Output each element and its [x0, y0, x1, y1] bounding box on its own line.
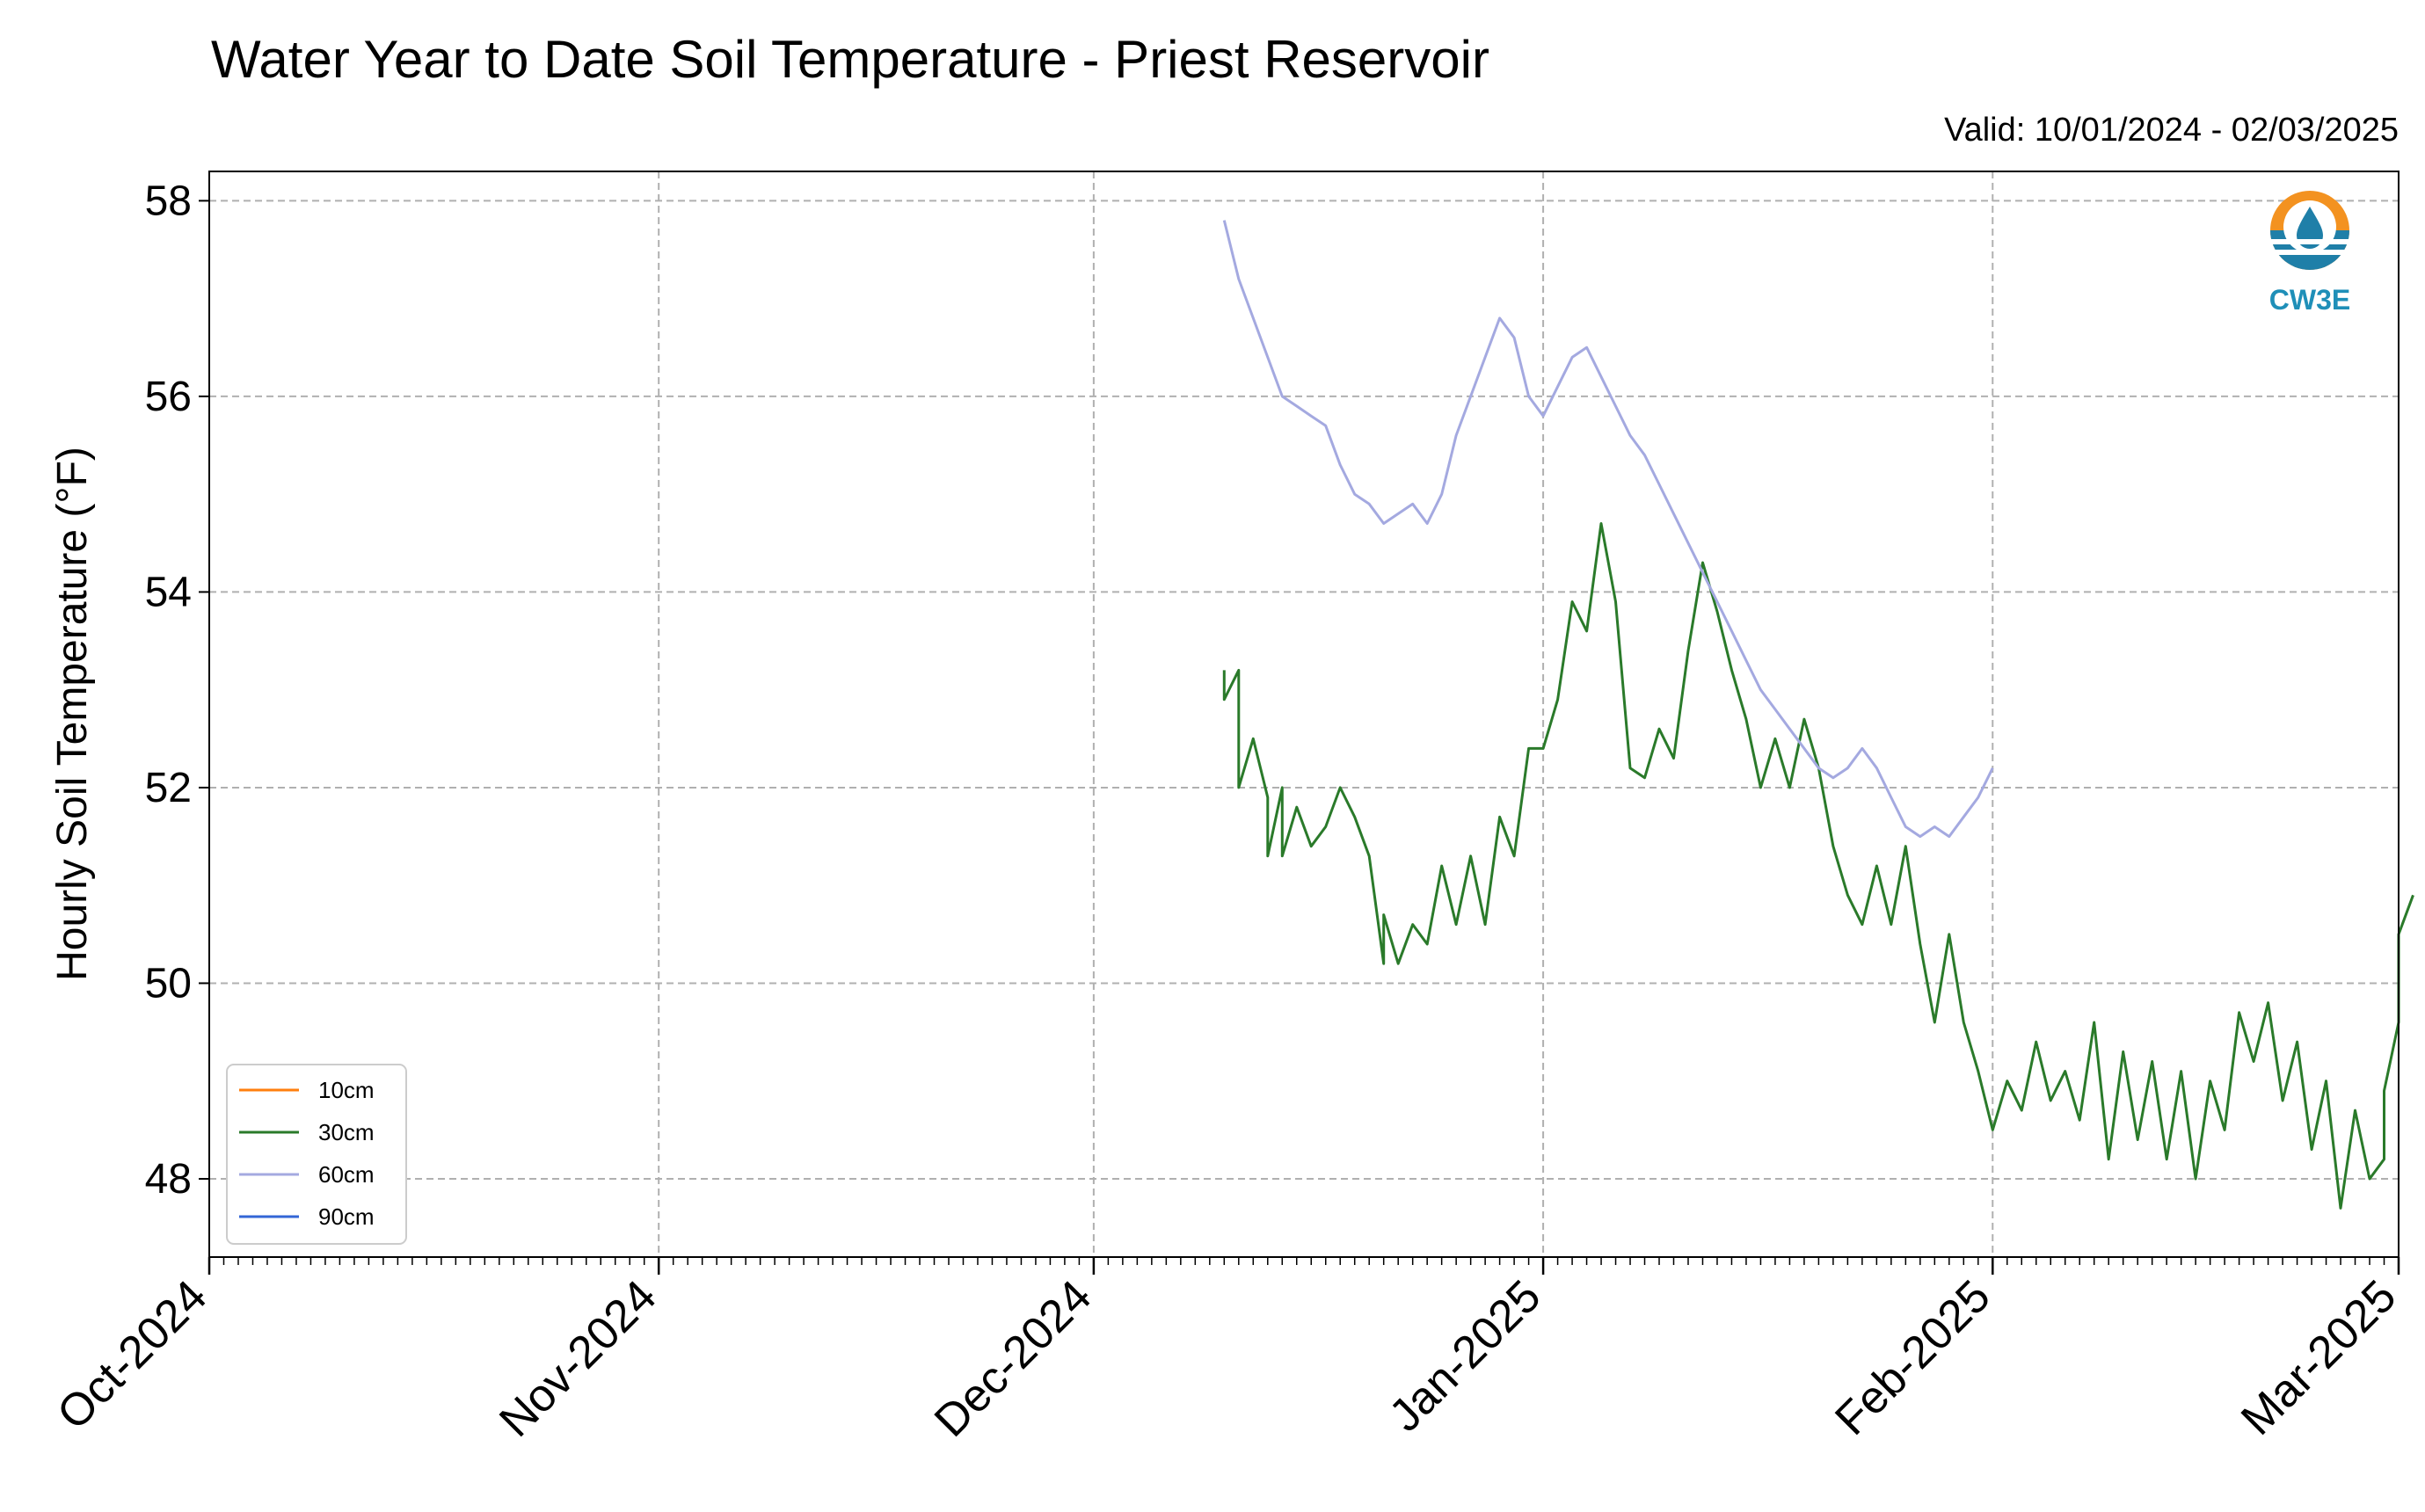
logo-text: CW3E [2269, 284, 2350, 316]
series-line-60cm [1222, 220, 1994, 839]
x-tick-label: Nov-2024 [490, 1270, 666, 1446]
x-tick-label: Mar-2025 [2232, 1270, 2406, 1444]
y-tick-label: 56 [145, 374, 192, 420]
x-tick-label: Feb-2025 [1825, 1270, 1999, 1444]
x-axis: Oct-2024 Nov-2024 Dec-2024 Jan-2025 Feb-2025… [47, 1257, 2406, 1447]
legend-label-10cm: 10cm [318, 1077, 375, 1103]
water-drop-icon [2297, 207, 2323, 249]
legend-box [226, 1064, 407, 1245]
legend: 10cm 30cm 60cm 90cm [226, 1064, 407, 1245]
cw3e-logo: CW3E [2269, 191, 2350, 316]
legend-label-90cm: 90cm [318, 1203, 375, 1230]
chart-subtitle: Valid: 10/01/2024 - 02/03/2025 [1944, 112, 2399, 149]
grid-lines [208, 171, 2400, 1257]
y-tick-label: 54 [145, 569, 192, 615]
y-tick-label: 58 [145, 178, 192, 224]
y-tick-label: 52 [145, 765, 192, 811]
x-tick-label: Dec-2024 [925, 1270, 1101, 1446]
y-axis: 48 50 52 54 56 58 [145, 178, 209, 1203]
series-layer [1222, 220, 2414, 1210]
chart-title: Water Year to Date Soil Temperature - Pr… [211, 30, 1489, 89]
y-tick-label: 50 [145, 960, 192, 1007]
x-tick-label: Jan-2025 [1380, 1270, 1550, 1441]
series-line-30cm [1222, 522, 2414, 1210]
plot-frame [208, 171, 2400, 1258]
legend-label-30cm: 30cm [318, 1119, 375, 1145]
y-axis-label: Hourly Soil Temperature (°F) [49, 447, 96, 981]
y-tick-label: 48 [145, 1156, 192, 1203]
legend-label-60cm: 60cm [318, 1161, 375, 1188]
x-tick-label: Oct-2024 [47, 1270, 216, 1439]
